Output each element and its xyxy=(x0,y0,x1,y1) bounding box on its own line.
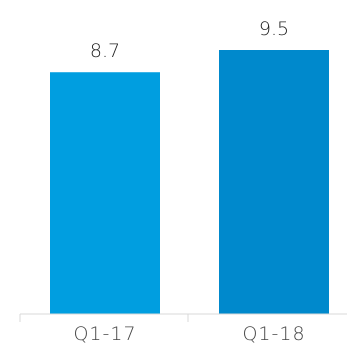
data-label-q1-17: 8.7 xyxy=(90,40,120,62)
data-label-q1-18: 9.5 xyxy=(259,18,289,40)
bar-q1-17 xyxy=(50,72,160,314)
bar-q1-18 xyxy=(219,50,329,314)
x-axis-tick-labels-group: Q1-17 Q1-18 xyxy=(73,323,305,344)
x-axis-ticks-group xyxy=(19,314,189,322)
tick-label-q1-17: Q1-17 xyxy=(73,323,136,344)
data-labels-group: 8.7 9.5 xyxy=(90,18,289,62)
tick-label-q1-18: Q1-18 xyxy=(242,323,305,344)
bars-group xyxy=(50,50,329,314)
